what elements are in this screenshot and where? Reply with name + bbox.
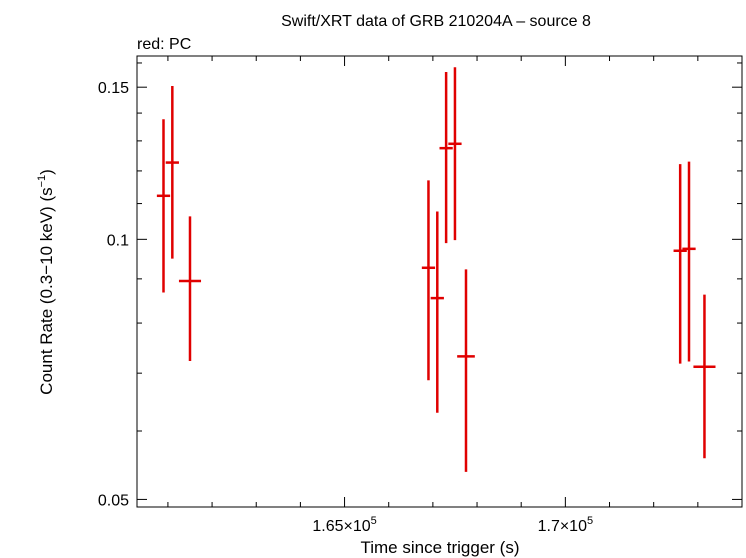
- tick-labels: 0.05 0.1 0.15 1.65×105 1.7×105: [98, 80, 593, 535]
- y-axis-label-main: Count Rate (0.3−10 keV) (s: [37, 187, 56, 394]
- data-point: [421, 180, 436, 381]
- data-point: [430, 211, 444, 413]
- data-point: [439, 71, 453, 244]
- x-axis-label: Time since trigger (s): [360, 538, 519, 557]
- data-point: [457, 269, 475, 472]
- data-point: [165, 85, 179, 259]
- data-point: [673, 164, 687, 364]
- data-point: [448, 67, 462, 241]
- plot-frame: [136, 55, 743, 508]
- x-tick-label: 1.65×105: [312, 515, 376, 535]
- data-point: [156, 119, 171, 293]
- y-axis-label-sup: −1: [36, 175, 48, 188]
- data-point: [682, 161, 696, 362]
- chart-subtitle: red: PC: [137, 36, 191, 53]
- y-axis-label-end: ): [37, 169, 56, 175]
- y-axis-label: Count Rate (0.3−10 keV) (s−1): [36, 169, 56, 395]
- data-point: [693, 294, 716, 459]
- data-marks: [156, 67, 716, 472]
- y-tick-label: 0.15: [98, 80, 129, 97]
- y-tick-label: 0.05: [98, 492, 129, 509]
- y-tick-label: 0.1: [107, 232, 129, 249]
- chart-title: Swift/XRT data of GRB 210204A – source 8: [281, 13, 591, 30]
- ticks: [137, 56, 742, 507]
- x-tick-label: 1.7×105: [538, 515, 594, 535]
- data-point: [178, 216, 202, 362]
